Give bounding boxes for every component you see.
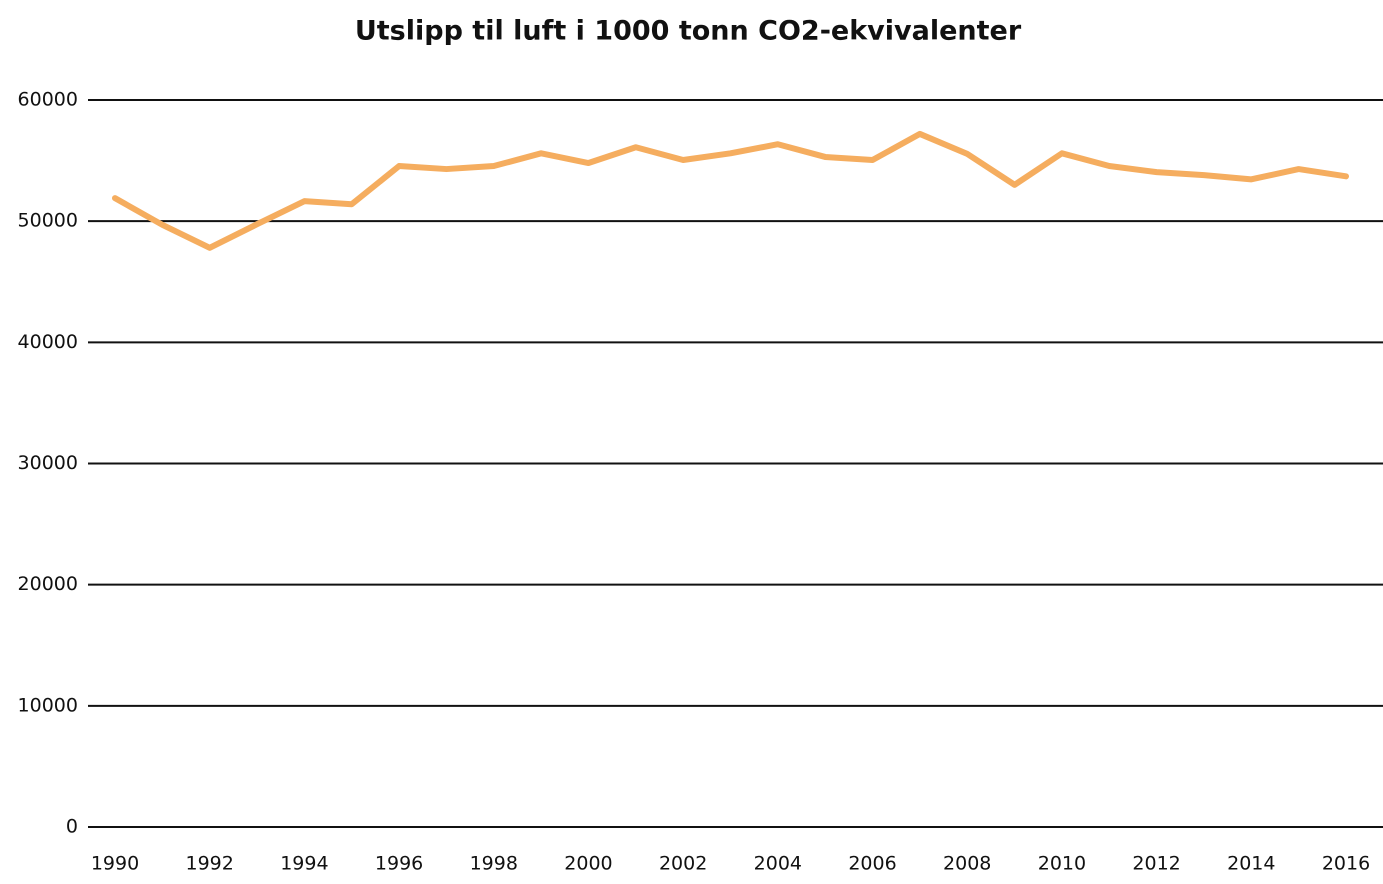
y-tick-label: 20000 [18, 573, 78, 595]
x-tick-label: 1998 [470, 853, 518, 875]
x-tick-label: 2006 [848, 853, 896, 875]
x-tick-label: 2004 [754, 853, 802, 875]
x-tick-label: 1990 [91, 853, 139, 875]
x-tick-label: 2016 [1322, 853, 1370, 875]
y-tick-label: 60000 [18, 89, 78, 111]
y-tick-label: 30000 [18, 452, 78, 474]
data-line [112, 130, 1349, 251]
y-tick-label: 50000 [18, 210, 78, 232]
y-tick-label: 40000 [18, 331, 78, 353]
x-tick-label: 2014 [1227, 853, 1275, 875]
x-tick-label: 1992 [186, 853, 234, 875]
x-tick-label: 2008 [943, 853, 991, 875]
x-tick-label: 1996 [375, 853, 423, 875]
chart-title: Utslipp til luft i 1000 tonn CO2-ekvival… [355, 16, 1022, 47]
x-tick-label: 2010 [1038, 853, 1086, 875]
x-tick-label: 2002 [659, 853, 707, 875]
y-tick-label: 10000 [18, 694, 78, 716]
y-tick-label: 0 [66, 816, 78, 838]
x-tick-label: 2012 [1132, 853, 1180, 875]
x-tick-label: 2000 [564, 853, 612, 875]
x-tick-label: 1994 [280, 853, 328, 875]
